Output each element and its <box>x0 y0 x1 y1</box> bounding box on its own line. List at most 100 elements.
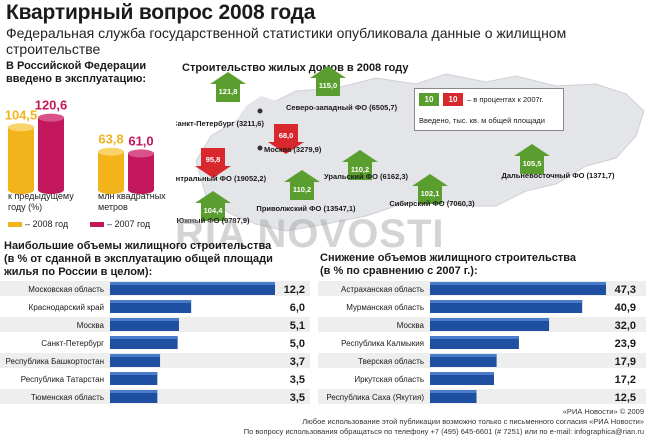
rf-heading: В Российской Федерации введено в эксплуа… <box>6 60 146 86</box>
legend-2008-label: – 2008 год <box>25 219 69 229</box>
left-rank-heading-line1: Наибольшие объемы жилищного строительств… <box>4 240 272 252</box>
right-rank-value: 32,0 <box>615 320 636 332</box>
region-label: Москва (3279,9) <box>264 145 322 154</box>
rf-bar-meters-2008-base <box>98 186 124 194</box>
region-label: Приволжский ФО (13547,1) <box>256 204 356 213</box>
right-rank-bar-highlight <box>430 336 519 339</box>
left-rank-category: Московская область <box>28 285 104 294</box>
right-rank-value: 17,2 <box>615 374 636 386</box>
region-label: Северо-западный ФО (6505,7) <box>286 103 398 112</box>
right-rank-bar-highlight <box>430 318 550 321</box>
region-arrow-up-icon <box>342 150 378 180</box>
legend-2007-label: – 2007 год <box>107 219 151 229</box>
right-rank-category: Мурманская область <box>346 303 424 312</box>
region-label: Уральский ФО (6162,3) <box>324 172 408 181</box>
left-rank-category: Республика Башкортостан <box>6 357 104 366</box>
left-rank-value: 3,5 <box>290 374 305 386</box>
rf-bar-percent-2007 <box>38 117 64 190</box>
left-rank-heading-line3: жилья по России в целом): <box>4 266 153 278</box>
left-rank-category: Санкт-Петербург <box>41 339 104 348</box>
rf-bar-percent-2007-base <box>38 186 64 194</box>
left-rank-bar-highlight <box>110 282 275 285</box>
footer-usage: Любое использование этой публикации возм… <box>302 417 644 426</box>
legend-2008-swatch <box>8 222 22 227</box>
region-arrow-up-icon <box>412 174 448 204</box>
russia-map: 121,8 Санкт-Петербург (3211,6) 115,0 Северо… <box>176 66 645 232</box>
right-rank-bar-highlight <box>430 390 477 393</box>
right-rank-bar-highlight <box>430 282 606 285</box>
left-rank-bar-highlight <box>110 390 158 393</box>
right-rank-heading: Снижение объемов жилищного строительства… <box>320 252 576 278</box>
spb-dot-icon <box>257 108 263 114</box>
right-rank-bar-highlight <box>430 354 497 357</box>
rf-bar-percent-2008-base <box>8 186 34 194</box>
rf-bar-meters-2007-label: 61,0 <box>128 133 153 148</box>
left-rank-value: 3,7 <box>290 356 305 368</box>
left-rank-bar-highlight <box>110 336 178 339</box>
rf-bar-meters-2008-top <box>98 147 124 156</box>
page-title: Квартирный вопрос 2008 года <box>6 1 316 24</box>
region-pct: 110,2 <box>351 165 369 174</box>
region-pct: 121,8 <box>219 87 238 96</box>
right-rank-category: Иркутская область <box>354 375 424 384</box>
legend-note: Введено, тыс. кв. м общей площади <box>419 116 545 125</box>
right-rank-category: Республика Саха (Якутия) <box>326 393 424 402</box>
right-rank-value: 12,5 <box>615 392 636 404</box>
left-rank-category: Москва <box>77 321 105 330</box>
right-rank-category: Республика Калмыкия <box>341 339 424 348</box>
region-label: Сибирский ФО (7060,3) <box>389 199 475 208</box>
region-pct: 110,2 <box>293 185 311 194</box>
rf-bar-percent-2008-label: 104,5 <box>5 107 38 122</box>
region-arrow-up-icon <box>514 144 550 174</box>
left-rank-bar-highlight <box>110 318 179 321</box>
legend-percent-text: – в процентах к 2007г. <box>467 95 544 104</box>
left-rank-bar-highlight <box>110 354 161 357</box>
rf-bar-meters-2008-label: 63,8 <box>98 132 123 147</box>
left-rank-value: 6,0 <box>290 302 305 314</box>
rf-heading-line1: В Российской Федерации <box>6 60 147 72</box>
region-pct: 95,8 <box>206 155 221 164</box>
left-rank-bar <box>110 318 179 331</box>
rf-bar-percent-2008-top <box>8 123 34 132</box>
rf-label-percent-line1: к предыдущему <box>8 191 74 201</box>
page-subtitle: Федеральная служба государственной стати… <box>6 25 567 57</box>
region-arrow-up-icon <box>195 191 231 221</box>
right-rank-category: Тверская область <box>358 357 424 366</box>
region-arrow-up-icon <box>210 72 246 102</box>
right-rank-bar <box>430 390 477 403</box>
left-rank-category: Республика Татарстан <box>21 375 104 384</box>
region-pct: 68,0 <box>279 131 294 140</box>
right-rank-bar-highlight <box>430 300 583 303</box>
legend-up-icon: 10 <box>419 93 439 106</box>
right-rank-value: 40,9 <box>615 302 636 314</box>
region-pct: 115,0 <box>319 81 337 90</box>
rf-label-percent-line2: году (%) <box>8 202 43 212</box>
region-label: Центральный ФО (19052,2) <box>176 174 267 183</box>
right-rank-chart: Астраханская область 47,3 Мурманская облас… <box>318 281 646 404</box>
right-rank-heading-line2: (в % по сравнению с 2007 г.): <box>320 265 478 277</box>
region-label: Южный ФО (9787,9) <box>176 216 250 225</box>
rf-bar-meters-2007 <box>128 153 154 190</box>
left-rank-chart: Московская область 12,2 Краснодарский край… <box>0 281 310 404</box>
left-rank-value: 3,5 <box>290 392 305 404</box>
right-rank-bar <box>430 282 606 295</box>
region-arrow-up-icon <box>310 66 346 96</box>
right-rank-bar-highlight <box>430 372 494 375</box>
footer-copyright: «РИА Новости» © 2009 <box>562 407 644 416</box>
footer-contact: По вопросу использования обращаться по т… <box>243 427 644 436</box>
rf-bar-meters-2007-top <box>128 149 154 158</box>
left-rank-bar <box>110 390 158 403</box>
right-rank-bar <box>430 354 497 367</box>
rf-label-percent: к предыдущему году (%) <box>8 191 78 213</box>
region-pct: 102,1 <box>421 189 440 198</box>
moscow-dot-icon <box>257 145 263 151</box>
rf-bar-percent-2007-label: 120,6 <box>35 98 68 113</box>
right-rank-value: 47,3 <box>615 284 636 296</box>
left-rank-bar <box>110 372 158 385</box>
rf-label-meters: млн квадратных метров <box>98 191 176 213</box>
left-rank-heading: Наибольшие объемы жилищного строительств… <box>4 240 273 279</box>
right-rank-value: 17,9 <box>615 356 636 368</box>
right-rank-row-bg <box>318 389 646 404</box>
watermark: RIA NOVOSTI <box>175 212 445 256</box>
left-rank-bar <box>110 300 192 313</box>
